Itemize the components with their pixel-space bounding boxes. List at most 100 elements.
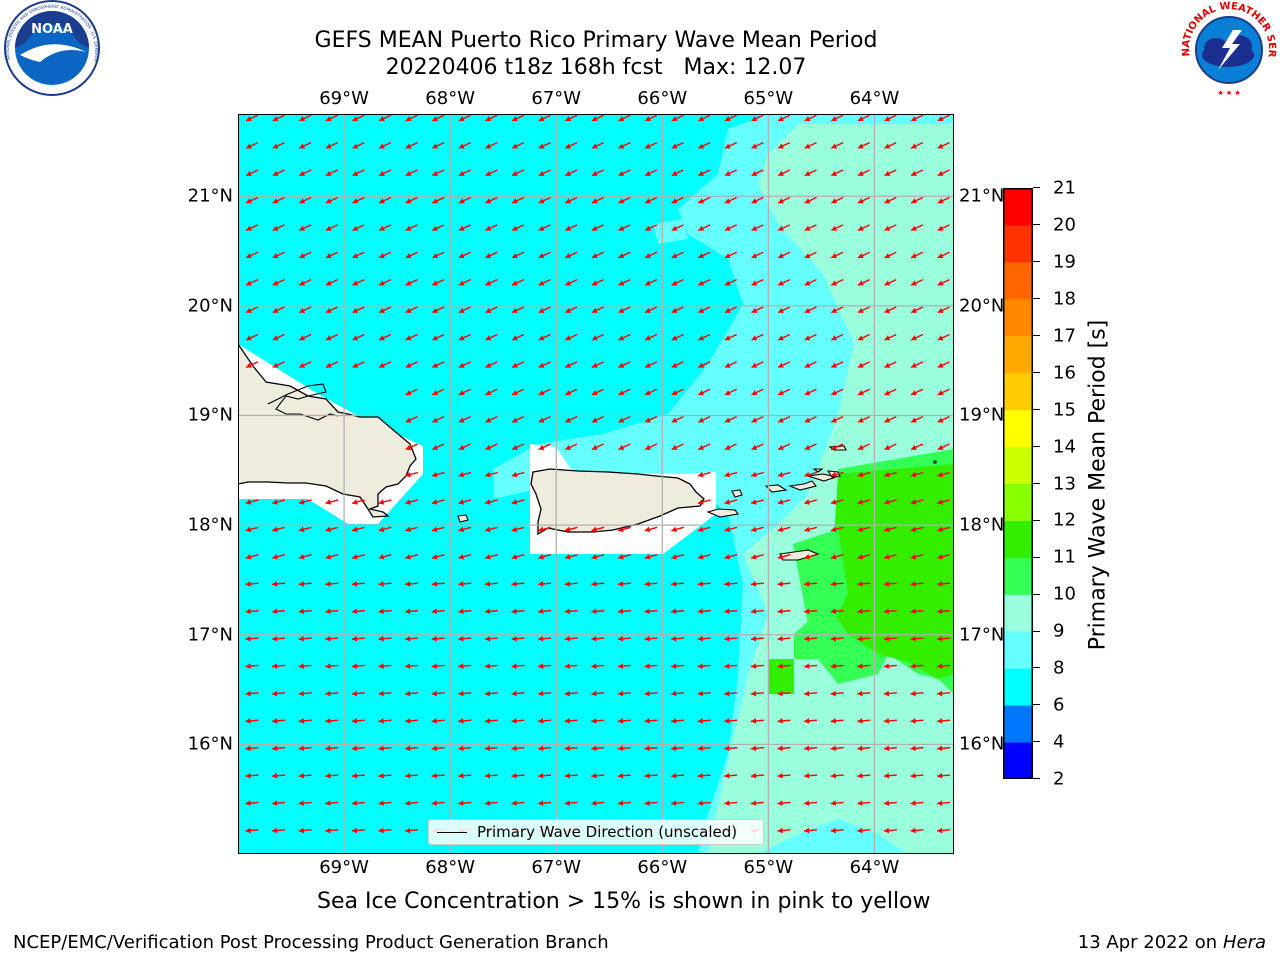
wave-direction-arrow xyxy=(724,279,737,286)
wave-direction-arrow xyxy=(830,526,844,533)
wave-direction-arrow xyxy=(591,333,604,341)
wave-direction-arrow xyxy=(378,251,392,259)
latitude-label: 21°N xyxy=(959,185,1005,207)
wave-direction-arrow xyxy=(272,499,286,505)
wave-direction-arrow xyxy=(352,279,365,286)
wave-direction-arrow xyxy=(937,663,951,669)
wave-direction-arrow xyxy=(617,608,631,615)
colorbar-tick xyxy=(1033,445,1040,447)
longitude-label: 67°W xyxy=(531,857,582,878)
wave-direction-arrow xyxy=(937,388,950,396)
colorbar-segment xyxy=(1003,557,1033,595)
wave-direction-arrow xyxy=(751,169,764,177)
wave-direction-arrow xyxy=(910,745,924,752)
wave-direction-arrow xyxy=(405,800,419,806)
colorbar-tick xyxy=(1033,371,1040,373)
wave-direction-arrow xyxy=(937,224,950,231)
period-contour-11-12 xyxy=(828,464,954,679)
wave-direction-arrow xyxy=(511,745,525,752)
colorbar-segment xyxy=(1003,483,1033,521)
wave-direction-arrow xyxy=(750,471,764,478)
wave-direction-arrow xyxy=(298,499,312,505)
wave-direction-arrow xyxy=(484,499,498,505)
wave-direction-arrow xyxy=(591,251,604,259)
wave-direction-arrow xyxy=(325,827,339,834)
wave-direction-arrow xyxy=(458,635,472,642)
wave-direction-arrow xyxy=(431,800,445,806)
wave-direction-arrow xyxy=(937,416,950,423)
wave-direction-arrow xyxy=(245,663,259,669)
wave-direction-arrow xyxy=(511,224,525,231)
colorbar-tick-label: 21 xyxy=(1053,177,1076,199)
wave-direction-arrow xyxy=(378,279,392,286)
wave-direction-arrow xyxy=(538,251,551,259)
wave-direction-arrow xyxy=(484,718,498,724)
wave-direction-arrow xyxy=(883,800,897,806)
colorbar xyxy=(1003,188,1033,779)
wave-direction-arrow xyxy=(857,499,871,505)
wave-direction-arrow xyxy=(405,745,419,752)
wave-direction-arrow xyxy=(245,333,259,341)
wave-direction-arrow xyxy=(591,745,605,752)
wave-direction-arrow xyxy=(724,718,738,724)
wave-direction-arrow xyxy=(804,443,817,451)
wave-direction-arrow xyxy=(378,581,392,587)
wave-direction-arrow xyxy=(565,443,578,451)
wave-direction-arrow xyxy=(565,142,578,149)
wave-direction-arrow xyxy=(671,279,684,286)
wave-direction-arrow xyxy=(351,663,365,669)
colorbar-segment xyxy=(1003,409,1033,448)
wave-direction-arrow xyxy=(485,279,498,286)
wave-direction-arrow xyxy=(245,690,259,697)
wave-direction-arrow xyxy=(671,443,684,451)
wave-direction-arrow xyxy=(431,581,445,587)
wave-direction-arrow xyxy=(538,443,551,451)
wave-direction-arrow xyxy=(431,526,445,533)
wave-direction-arrow xyxy=(777,142,791,149)
wave-direction-arrow xyxy=(485,196,498,204)
wave-direction-arrow xyxy=(644,333,658,341)
wave-direction-arrow xyxy=(804,224,817,231)
wave-direction-arrow xyxy=(564,581,578,587)
colorbar-segment xyxy=(1003,188,1033,226)
colorbar-tick xyxy=(1033,224,1040,226)
wave-direction-arrow xyxy=(378,499,392,505)
wave-direction-arrow xyxy=(272,718,286,724)
colorbar-segment xyxy=(1003,335,1033,374)
wave-direction-arrow xyxy=(538,608,552,615)
wave-direction-arrow xyxy=(511,800,525,806)
wave-direction-arrow xyxy=(378,333,392,341)
wave-direction-arrow xyxy=(857,169,870,177)
wave-direction-arrow xyxy=(857,333,870,341)
wave-direction-arrow xyxy=(910,114,924,122)
wave-direction-arrow xyxy=(485,416,498,423)
wave-direction-arrow xyxy=(698,333,711,341)
wave-direction-arrow xyxy=(777,499,791,505)
wave-direction-arrow xyxy=(591,554,605,560)
wave-direction-arrow xyxy=(857,306,870,314)
colorbar-title: Primary Wave Mean Period [s] xyxy=(1085,319,1111,651)
latitude-label: 20°N xyxy=(959,295,1005,317)
wave-direction-arrow xyxy=(405,306,418,314)
map-frame xyxy=(238,114,954,854)
wave-direction-arrow xyxy=(644,443,658,451)
wave-direction-arrow xyxy=(272,745,286,752)
wave-direction-arrow xyxy=(431,718,445,724)
wave-direction-arrow xyxy=(352,169,365,177)
wave-direction-arrow xyxy=(591,718,605,724)
wave-direction-arrow xyxy=(245,800,259,806)
wave-direction-arrow xyxy=(937,114,950,122)
wave-direction-arrow xyxy=(538,333,551,341)
wave-direction-arrow xyxy=(831,306,844,314)
wave-direction-arrow xyxy=(671,554,685,560)
wave-direction-arrow xyxy=(458,526,472,533)
wave-direction-arrow xyxy=(591,306,604,314)
wave-direction-arrow xyxy=(831,142,844,149)
colorbar-segment xyxy=(1003,705,1033,743)
wave-direction-arrow xyxy=(937,306,950,314)
wave-direction-arrow xyxy=(883,635,897,642)
wave-direction-arrow xyxy=(352,361,365,368)
wave-direction-arrow xyxy=(857,718,871,724)
wave-direction-arrow xyxy=(750,663,764,669)
wave-direction-arrow xyxy=(591,169,604,177)
